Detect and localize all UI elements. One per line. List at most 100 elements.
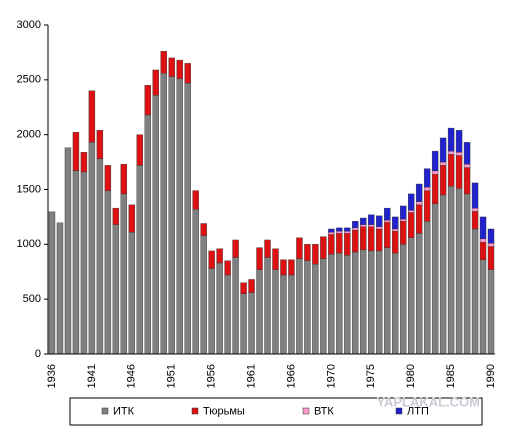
bar-segment [280,274,287,355]
bar-segment [415,204,423,234]
bar-segment [232,239,239,258]
bar-segment [407,193,415,211]
bar-segment [423,168,431,188]
x-tick-label: 1975 [365,364,377,388]
bar-segment [439,137,447,163]
bar-segment [392,252,399,355]
bar-segment [336,252,343,355]
bar-segment [160,73,167,355]
bar-segment [216,248,223,264]
bar-segment [352,229,359,253]
bar-segment [312,263,319,355]
bar-segment [288,259,295,276]
bar-segment [431,170,439,175]
bar-segment [352,227,359,231]
bar-segment [423,221,431,355]
y-tick-label: 1000 [17,238,41,250]
bar-segment [104,165,112,191]
bar-segment [264,239,271,258]
bar-segment [487,243,495,247]
bar-segment [384,247,391,355]
bar-segment [455,188,463,355]
x-tick-label: 1990 [485,364,497,388]
bar-segment [447,150,455,155]
legend-label: ВТК [314,405,334,417]
bar-segment [328,234,335,255]
bar-segment [415,201,423,206]
bar-segment [360,217,367,225]
bar-segment [136,165,143,355]
bar-segment [144,114,151,355]
bar-segment [487,246,495,270]
bar-segment [384,207,391,221]
y-tick-label: 0 [35,348,41,360]
bar-segment [296,258,303,355]
bar-segment [280,259,287,276]
bar-segment [208,250,215,269]
bar-segment [439,161,447,166]
bar-segment [56,222,64,355]
bar-segment [288,274,295,355]
bar-segment [455,130,463,153]
bar-segment [96,130,104,159]
bar-segment [128,204,136,233]
bar-segment [72,132,80,171]
y-tick-label: 2500 [17,74,41,86]
bar-segment [48,211,56,355]
legend-marker [302,407,310,415]
bar-segment [344,233,351,256]
bar-segment [392,216,399,230]
bar-segment [296,237,303,259]
bar-segment [256,247,263,270]
bar-segment [392,230,399,254]
x-tick-label: 1961 [245,364,257,388]
bar-segment [168,76,175,355]
bar-segment [120,164,128,195]
bar-segment [376,226,383,230]
legend-marker [395,407,403,415]
bar-segment [423,187,431,191]
bar-segment [128,232,136,355]
y-tick-label: 1500 [17,183,41,195]
legend-box [69,397,483,426]
bar-segment [407,210,415,213]
bar-segment [447,127,455,152]
x-tick-label: 1980 [405,364,417,388]
bar-segment [447,186,455,355]
bar-segment [80,152,88,173]
bar-segment [423,190,431,222]
x-tick-label: 1936 [46,364,58,388]
bar-segment [336,230,343,234]
bar-segment [152,94,159,355]
bar-segment [336,233,343,254]
bar-segment [376,228,383,252]
bar-segment [344,255,351,355]
bar-segment [328,228,335,233]
bar-segment [208,268,215,355]
bar-segment [463,142,471,165]
bar-segment [176,78,183,355]
bar-segment [415,183,423,202]
bar-segment [455,152,463,156]
bar-segment [368,226,375,252]
bar-segment [400,244,407,355]
bar-segment [88,90,96,143]
x-tick-label: 1985 [445,364,457,388]
bar-segment [352,251,359,355]
bar-segment [200,223,207,236]
bar-segment [136,134,143,166]
bar-segment [368,214,375,225]
bar-segment [304,244,311,261]
legend-label: Тюрьмы [203,405,245,417]
bar-segment [487,228,495,244]
bar-segment [479,241,487,260]
bar-segment [224,260,231,276]
bar-segment [184,82,191,355]
bar-segment [431,173,439,204]
bar-segment [487,269,495,355]
bar-segment [264,257,271,355]
x-tick-label: 1941 [86,364,98,388]
bar-segment [200,235,207,355]
bar-segment [400,218,407,222]
